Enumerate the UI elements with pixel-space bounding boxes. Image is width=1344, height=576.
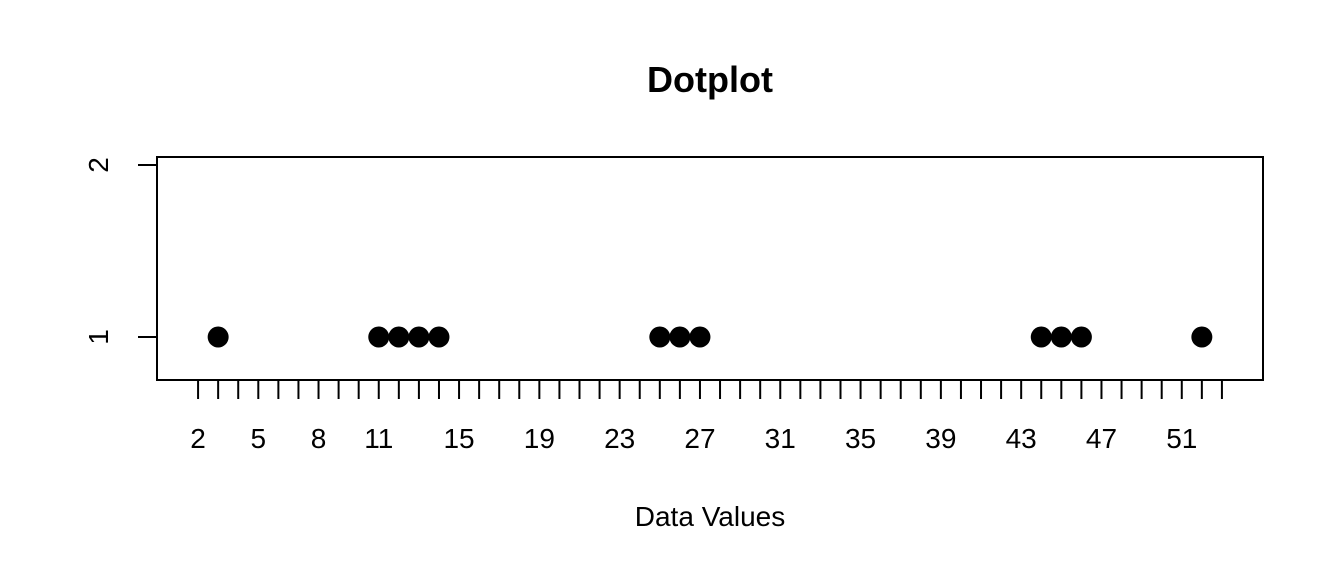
x-tick-label: 23 bbox=[604, 423, 635, 454]
data-point bbox=[689, 326, 711, 348]
data-point bbox=[207, 326, 229, 348]
data-point bbox=[669, 326, 691, 348]
x-tick-label: 2 bbox=[190, 423, 206, 454]
x-tick-label: 5 bbox=[251, 423, 267, 454]
x-tick-label: 51 bbox=[1166, 423, 1197, 454]
y-tick-label: 2 bbox=[83, 157, 114, 173]
x-tick-label: 31 bbox=[765, 423, 796, 454]
x-tick-label: 19 bbox=[524, 423, 555, 454]
data-point bbox=[388, 326, 410, 348]
data-points bbox=[207, 326, 1213, 348]
chart-title: Dotplot bbox=[647, 59, 773, 100]
data-point bbox=[1050, 326, 1072, 348]
x-tick-label: 43 bbox=[1006, 423, 1037, 454]
data-point bbox=[1191, 326, 1213, 348]
x-tick-label: 47 bbox=[1086, 423, 1117, 454]
x-tick-label: 27 bbox=[684, 423, 715, 454]
x-axis: 2 5 8 11 15 19 23 27 31 35 39 43 47 51 bbox=[190, 380, 1223, 454]
data-point bbox=[368, 326, 390, 348]
data-point bbox=[408, 326, 430, 348]
x-tick-label: 35 bbox=[845, 423, 876, 454]
x-tick-label: 15 bbox=[443, 423, 474, 454]
x-tick-label: 11 bbox=[364, 423, 393, 454]
data-point bbox=[1030, 326, 1052, 348]
plot-frame bbox=[156, 156, 1264, 381]
y-axis: 12 bbox=[83, 157, 158, 345]
data-point bbox=[649, 326, 671, 348]
x-tick-label: 39 bbox=[925, 423, 956, 454]
data-point bbox=[428, 326, 450, 348]
data-point bbox=[1070, 326, 1092, 348]
y-tick-label: 1 bbox=[83, 329, 114, 345]
x-tick-label: 8 bbox=[311, 423, 327, 454]
x-axis-label: Data Values bbox=[635, 501, 785, 532]
